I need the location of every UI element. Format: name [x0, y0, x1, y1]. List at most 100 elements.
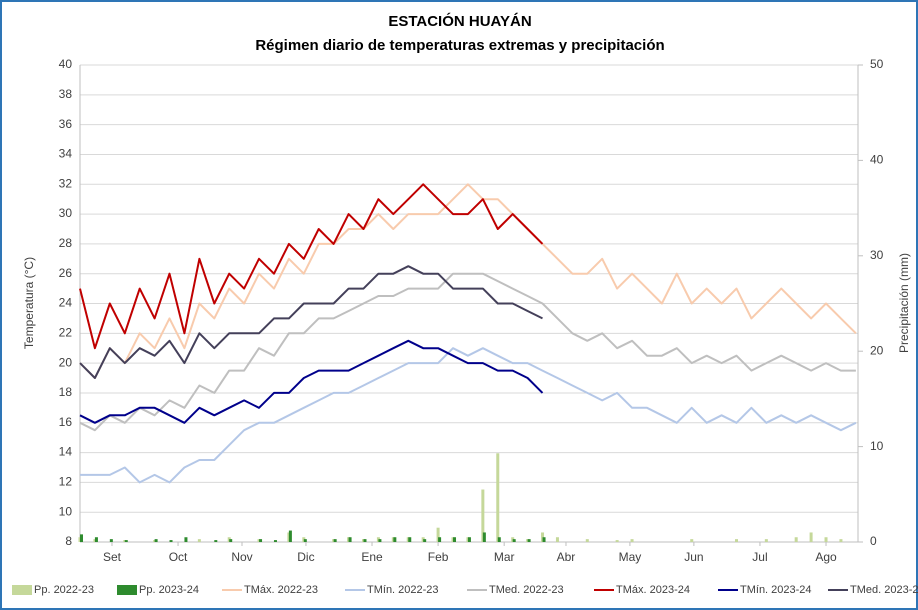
y-tick-label: 36	[59, 117, 73, 131]
precip-bar	[824, 537, 828, 542]
y-tick-label: 20	[59, 355, 73, 369]
precip-bar	[378, 539, 382, 542]
legend-label: Pp. 2023-24	[139, 584, 199, 596]
x-tick-label: May	[619, 550, 642, 564]
legend-label: Pp. 2022-23	[34, 584, 94, 596]
precip-bar	[288, 530, 292, 542]
legend-label: TMín. 2022-23	[367, 584, 439, 596]
legend-label: TMed. 2023-24	[850, 584, 918, 596]
y2-axis-label: Precipitación (mm)	[897, 253, 911, 353]
precip-bar	[585, 539, 589, 542]
precip-bar	[348, 537, 352, 542]
y-tick-label: 30	[59, 206, 73, 220]
temperature-line	[79, 339, 544, 424]
x-tick-label: Set	[103, 550, 122, 564]
y-tick-label: 34	[59, 147, 73, 161]
y-tick-label: 12	[59, 475, 73, 489]
legend-label: TMed. 2022-23	[489, 584, 564, 596]
y-axis-label: Temperatura (°C)	[22, 257, 36, 349]
precip-bar	[839, 539, 843, 542]
precip-bar	[229, 539, 233, 542]
chart-subtitle: Régimen diario de temperaturas extremas …	[255, 37, 664, 54]
x-tick-label: Nov	[231, 550, 252, 564]
x-tick-label: Jun	[684, 550, 703, 564]
x-tick-label: Jul	[752, 550, 767, 564]
precip-bar	[94, 537, 98, 542]
y-tick-label: 22	[59, 325, 73, 339]
precip-bar	[423, 539, 427, 542]
precip-bar	[393, 537, 397, 542]
x-tick-label: Ago	[815, 550, 837, 564]
precip-bar	[197, 539, 201, 542]
y2-tick-label: 40	[870, 153, 884, 167]
y2-tick-label: 10	[870, 439, 884, 453]
chart-title: ESTACIÓN HUAYÁN	[388, 12, 531, 30]
precip-bar	[512, 539, 516, 542]
precip-bar	[109, 539, 113, 542]
precip-bar	[794, 537, 798, 542]
precip-bar	[482, 532, 486, 542]
legend-swatch	[12, 585, 32, 595]
legend-label: TMín. 2023-24	[740, 584, 812, 596]
y-tick-label: 32	[59, 176, 73, 190]
precip-bar	[453, 537, 457, 542]
precip-bar	[154, 539, 158, 542]
precip-bar	[690, 539, 694, 542]
precip-bar	[481, 489, 485, 542]
precip-bar	[542, 537, 546, 542]
precip-bar	[214, 540, 218, 542]
precip-bar	[615, 540, 619, 542]
precip-bar	[408, 537, 412, 542]
y-tick-label: 38	[59, 87, 73, 101]
precip-bar	[436, 527, 440, 542]
precip-bar	[80, 534, 83, 542]
precip-bar	[184, 537, 188, 542]
precip-bar	[764, 539, 768, 542]
x-tick-label: Ene	[361, 550, 383, 564]
y2-tick-label: 20	[870, 343, 884, 357]
y-tick-label: 10	[59, 504, 73, 518]
y-tick-label: 18	[59, 385, 73, 399]
x-tick-label: Dic	[297, 550, 314, 564]
precip-bar	[735, 539, 739, 542]
y-tick-label: 24	[59, 296, 73, 310]
precip-bar	[333, 539, 337, 542]
precip-bar	[169, 540, 173, 542]
precip-bar	[438, 537, 442, 542]
precip-bar	[273, 540, 277, 542]
temperature-line	[79, 183, 544, 350]
y2-tick-label: 30	[870, 248, 884, 262]
temperature-line	[79, 183, 857, 379]
precip-bar	[124, 540, 128, 542]
y-tick-label: 40	[59, 57, 73, 71]
precip-bar	[496, 453, 500, 542]
x-tick-label: Abr	[557, 550, 576, 564]
temperature-line	[80, 347, 857, 484]
y-tick-label: 16	[59, 415, 73, 429]
y-tick-label: 8	[65, 534, 72, 548]
precip-bar	[809, 532, 813, 542]
x-tick-label: Oct	[169, 550, 188, 564]
temperature-line	[79, 272, 856, 432]
precip-bar	[527, 539, 531, 542]
x-tick-label: Feb	[428, 550, 449, 564]
precip-bar	[555, 537, 559, 542]
legend-swatch	[117, 585, 137, 595]
precip-bar	[363, 539, 367, 542]
precip-bar	[303, 539, 307, 542]
y-tick-label: 28	[59, 236, 73, 250]
y2-tick-label: 50	[870, 57, 884, 71]
y-tick-label: 26	[59, 266, 73, 280]
precip-bar	[630, 539, 634, 542]
precip-bar	[497, 537, 501, 542]
x-tick-label: Mar	[494, 550, 515, 564]
y2-tick-label: 0	[870, 534, 877, 548]
precip-bar	[259, 539, 263, 542]
precip-bar	[467, 537, 471, 542]
legend-label: TMáx. 2023-24	[616, 584, 690, 596]
temperature-line	[79, 265, 543, 379]
y-tick-label: 14	[59, 445, 73, 459]
legend-label: TMáx. 2022-23	[244, 584, 318, 596]
